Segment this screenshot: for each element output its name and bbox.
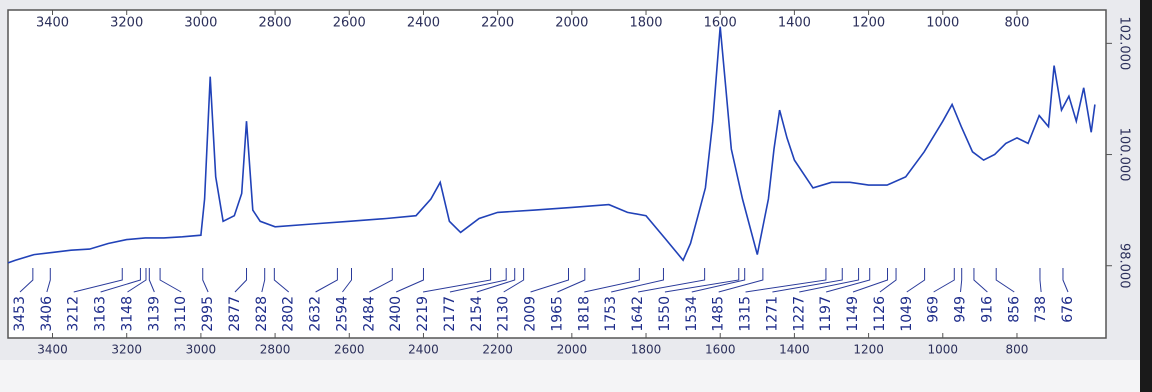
peak-label: 1550 bbox=[657, 296, 673, 332]
x-tick-label-top: 2200 bbox=[481, 16, 514, 31]
x-tick-label-bottom: 2800 bbox=[260, 343, 291, 357]
x-tick-label-bottom: 2600 bbox=[334, 343, 365, 357]
peak-label: 1485 bbox=[711, 296, 727, 332]
peak-label: 2632 bbox=[308, 296, 324, 332]
peak-label: 3453 bbox=[12, 296, 28, 332]
x-tick-label-top: 2800 bbox=[259, 16, 292, 31]
peak-label: 1818 bbox=[576, 296, 592, 332]
peak-label: 2154 bbox=[469, 296, 485, 332]
x-tick-label-bottom: 3000 bbox=[186, 343, 217, 357]
x-tick-label-bottom: 1600 bbox=[705, 343, 736, 357]
peak-label: 3110 bbox=[173, 296, 189, 332]
y-tick-label: 100.000 bbox=[1117, 128, 1132, 182]
x-tick-label-top: 3400 bbox=[36, 16, 69, 31]
peak-label: 676 bbox=[1060, 296, 1076, 323]
peak-label: 1753 bbox=[603, 296, 619, 332]
x-tick-label-top: 3000 bbox=[184, 16, 217, 31]
peak-label: 1227 bbox=[791, 296, 807, 332]
peak-label: 2877 bbox=[227, 296, 243, 332]
peak-label: 1197 bbox=[818, 296, 834, 332]
x-tick-label-top: 2000 bbox=[555, 16, 588, 31]
x-tick-label-bottom: 2200 bbox=[482, 343, 513, 357]
x-tick-label-top: 1000 bbox=[926, 16, 959, 31]
x-tick-label-bottom: 1800 bbox=[631, 343, 662, 357]
peak-label: 1126 bbox=[872, 296, 888, 332]
peak-label: 3148 bbox=[119, 296, 135, 332]
peak-label: 738 bbox=[1033, 296, 1049, 323]
peak-label: 1642 bbox=[630, 296, 646, 332]
peak-label: 856 bbox=[1006, 296, 1022, 323]
page: {"chart_data": { "type": "line", "x": [3… bbox=[0, 0, 1152, 392]
peak-label: 1149 bbox=[845, 296, 861, 332]
peak-label: 2130 bbox=[496, 296, 512, 332]
x-tick-label-bottom: 3400 bbox=[37, 343, 68, 357]
peak-label: 2484 bbox=[361, 296, 377, 332]
peak-label: 3163 bbox=[93, 296, 109, 332]
peak-label: 1271 bbox=[764, 296, 780, 332]
x-tick-label-top: 1400 bbox=[778, 16, 811, 31]
peak-label: 3139 bbox=[146, 296, 162, 332]
x-tick-label-top: 800 bbox=[1005, 16, 1030, 31]
peak-label: 2177 bbox=[442, 296, 458, 332]
x-tick-label-top: 3200 bbox=[110, 16, 143, 31]
x-tick-label-top: 1200 bbox=[852, 16, 885, 31]
x-tick-label-top: 1800 bbox=[629, 16, 662, 31]
peak-label: 2219 bbox=[415, 296, 431, 332]
x-tick-label-bottom: 2000 bbox=[557, 343, 588, 357]
peak-label: 2594 bbox=[334, 296, 350, 332]
plot-frame bbox=[8, 10, 1106, 338]
x-tick-label-bottom: 800 bbox=[1006, 343, 1029, 357]
peak-label: 1965 bbox=[549, 296, 565, 332]
peak-label: 2828 bbox=[254, 296, 270, 332]
x-tick-label-bottom: 1400 bbox=[779, 343, 810, 357]
peak-label: 3406 bbox=[39, 296, 55, 332]
chart: 3400 3400 3200 3200 3000 3000 2800 2800 2600 2600… bbox=[0, 0, 1152, 392]
screen-bezel bbox=[1140, 0, 1152, 392]
peak-label: 2400 bbox=[388, 296, 404, 332]
x-tick-label-bottom: 1200 bbox=[853, 343, 884, 357]
x-tick-label-bottom: 1000 bbox=[928, 343, 959, 357]
peak-label: 969 bbox=[926, 296, 942, 323]
peak-label: 949 bbox=[953, 296, 969, 323]
x-tick-label-top: 2400 bbox=[407, 16, 440, 31]
peak-label: 2802 bbox=[281, 296, 297, 332]
lower-panel bbox=[0, 360, 1140, 392]
x-tick-label-bottom: 3200 bbox=[111, 343, 142, 357]
peak-label: 3212 bbox=[66, 296, 82, 332]
peak-label: 1534 bbox=[684, 296, 700, 332]
peak-label: 1315 bbox=[738, 296, 754, 332]
peak-label: 916 bbox=[979, 296, 995, 323]
y-tick-label: 98.000 bbox=[1117, 243, 1132, 289]
peak-label: 1049 bbox=[899, 296, 915, 332]
peak-label: 2995 bbox=[200, 296, 216, 332]
y-tick-label: 102.000 bbox=[1117, 16, 1132, 70]
x-tick-label-top: 2600 bbox=[333, 16, 366, 31]
peak-label: 2009 bbox=[523, 296, 539, 332]
x-tick-label-bottom: 2400 bbox=[408, 343, 439, 357]
